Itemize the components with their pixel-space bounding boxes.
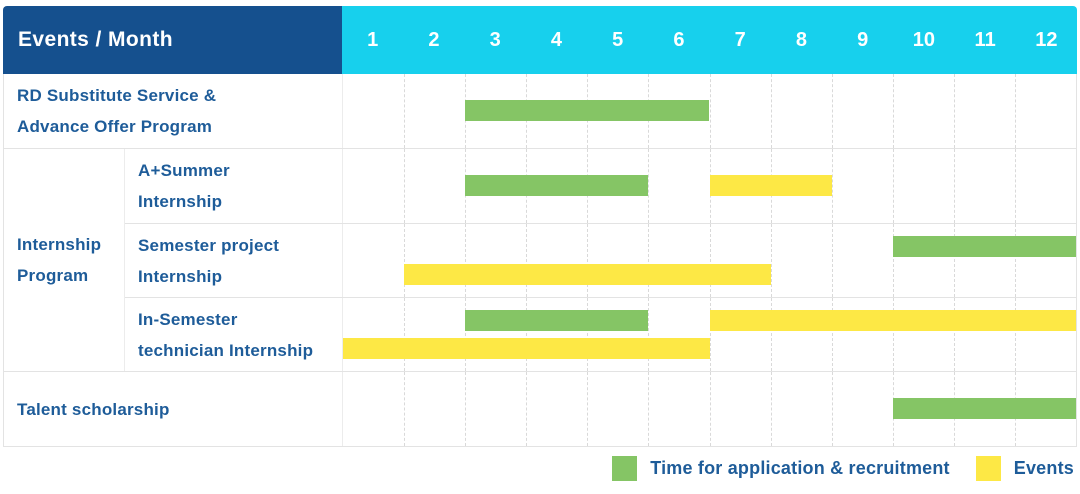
month-gridline (831, 372, 833, 446)
legend-label-events: Events (1013, 458, 1074, 478)
month-header-row: 1 2 3 4 5 6 7 8 9 10 11 12 (342, 6, 1077, 74)
month-gridline (892, 149, 894, 223)
month-header-9: 9 (857, 28, 869, 51)
month-gridline (526, 298, 528, 371)
month-gridline (770, 372, 772, 446)
table-row-in-semester-technician-internship: In-Semester technician Internship (125, 297, 1076, 371)
month-gridline (831, 149, 833, 223)
month-gridline (404, 372, 406, 446)
month-gridline (648, 224, 650, 297)
legend-label-recruitment: Time for application & recruitment (650, 458, 950, 478)
month-gridline (1014, 149, 1016, 223)
group-body-internship: A+Summer Internship Semester project Inte… (125, 149, 1076, 371)
month-gridline (831, 224, 833, 297)
month-header-5: 5 (612, 28, 624, 51)
month-gridline (465, 224, 467, 297)
bar-recruitment-green (892, 398, 1076, 419)
month-gridline (404, 74, 406, 148)
month-gridline (709, 372, 711, 446)
legend: Time for application & recruitment Events (612, 456, 1074, 481)
month-gridline (770, 224, 772, 297)
month-gridline (526, 372, 528, 446)
table-row-a-summer-internship: A+Summer Internship (125, 149, 1076, 223)
month-gridline (1014, 298, 1016, 371)
month-gridline (953, 298, 955, 371)
month-gridline (831, 74, 833, 148)
row-label-rd-substitute-service: RD Substitute Service & Advance Offer Pr… (4, 74, 343, 148)
month-header-4: 4 (550, 28, 562, 51)
month-gridline (953, 74, 955, 148)
bar-events-yellow (343, 338, 710, 359)
bar-recruitment-green (892, 236, 1076, 257)
month-header-2: 2 (428, 28, 440, 51)
month-gridline (709, 74, 711, 148)
table-row-rd-substitute-service: RD Substitute Service & Advance Offer Pr… (4, 74, 1076, 148)
month-header-1: 1 (367, 28, 379, 51)
bar-events-yellow (404, 264, 771, 285)
month-gridline (465, 298, 467, 371)
bar-recruitment-green (465, 100, 710, 121)
month-gridline (709, 224, 711, 297)
month-gridline (892, 74, 894, 148)
chart-cell-talent-scholarship (343, 372, 1076, 446)
month-gridline (404, 298, 406, 371)
table-section-group-internship: Internship Program A+Summer Internship Sem… (4, 148, 1076, 371)
table-header: Events / Month 1 2 3 4 5 6 7 8 9 10 11 12 (3, 6, 1077, 74)
legend-item-events: Events (975, 456, 1074, 481)
month-header-12: 12 (1035, 28, 1058, 51)
month-header-6: 6 (673, 28, 685, 51)
month-gridline (953, 224, 955, 297)
row-label-a-summer-internship: A+Summer Internship (125, 149, 343, 223)
month-gridline (587, 298, 589, 371)
chart-cell-in-semester-technician-internship (343, 298, 1076, 371)
month-gridline (1014, 74, 1016, 148)
month-gridline (648, 149, 650, 223)
legend-swatch-recruitment (612, 456, 638, 481)
table-section: RD Substitute Service & Advance Offer Pr… (4, 74, 1076, 148)
bar-events-yellow (709, 175, 832, 196)
group-label-internship: Internship Program (4, 149, 125, 371)
month-header-8: 8 (795, 28, 807, 51)
month-gridline (1014, 224, 1016, 297)
chart-cell-semester-project-internship (343, 224, 1076, 297)
month-gridline (648, 298, 650, 371)
bar-recruitment-green (465, 310, 649, 331)
table-row-talent-scholarship: Talent scholarship (4, 372, 1076, 446)
month-gridline (465, 372, 467, 446)
bar-recruitment-green (465, 175, 649, 196)
month-gridline (526, 224, 528, 297)
chart-cell-rd-substitute-service (343, 74, 1076, 148)
schedule-table: Events / Month 1 2 3 4 5 6 7 8 9 10 11 12 RD Substi… (3, 6, 1077, 447)
month-gridline (587, 224, 589, 297)
table-row-semester-project-internship: Semester project Internship (125, 223, 1076, 297)
month-header-11: 11 (974, 28, 996, 51)
month-gridline (709, 298, 711, 371)
month-header-3: 3 (489, 28, 501, 51)
month-gridline (404, 149, 406, 223)
legend-item-recruitment: Time for application & recruitment (612, 456, 950, 481)
month-gridline (770, 298, 772, 371)
table-section: Talent scholarship (4, 371, 1076, 446)
month-gridline (831, 298, 833, 371)
month-gridline (404, 224, 406, 297)
header-events-month-label: Events / Month (3, 6, 342, 74)
month-gridline (892, 298, 894, 371)
chart-cell-a-summer-internship (343, 149, 1076, 223)
legend-swatch-events (975, 456, 1001, 481)
month-gridline (892, 224, 894, 297)
month-gridline (587, 372, 589, 446)
month-header-7: 7 (734, 28, 746, 51)
month-gridline (648, 372, 650, 446)
row-label-in-semester-technician-internship: In-Semester technician Internship (125, 298, 343, 371)
group-internship: Internship Program A+Summer Internship Sem… (4, 149, 1076, 371)
bar-events-yellow (709, 310, 1076, 331)
table-body: RD Substitute Service & Advance Offer Pr… (3, 74, 1077, 447)
month-gridline (953, 149, 955, 223)
month-header-10: 10 (912, 28, 935, 51)
month-gridline (770, 74, 772, 148)
row-label-semester-project-internship: Semester project Internship (125, 224, 343, 297)
row-label-talent-scholarship: Talent scholarship (4, 372, 343, 446)
